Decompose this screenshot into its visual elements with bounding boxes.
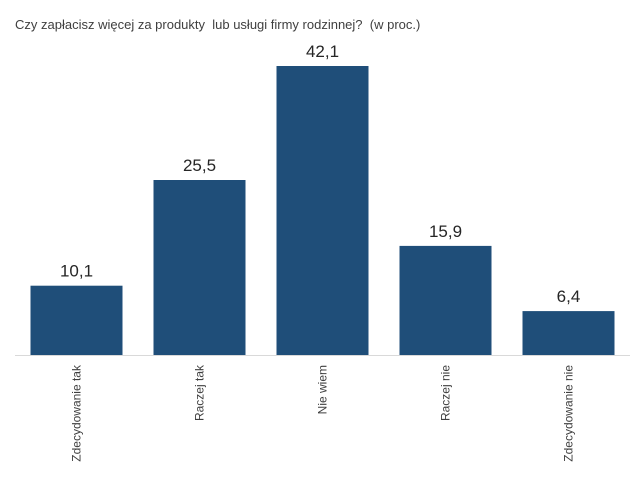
data-label-2: 42,1 [306,42,339,61]
data-label-4: 6,4 [557,287,581,306]
category-label-0: Zdecydowanie tak [70,364,84,462]
category-label-3: Raczej nie [439,365,453,421]
bar-0 [30,285,123,355]
data-label-3: 15,9 [429,222,462,241]
category-label-4: Zdecydowanie nie [562,365,576,462]
category-label-2: Nie wiem [316,365,330,414]
chart-title: Czy zapłacisz więcej za produkty lub usł… [15,17,421,32]
bar-1 [153,180,246,355]
bar-3 [399,245,492,355]
bar-2 [276,66,369,355]
data-label-0: 10,1 [60,262,93,281]
data-label-1: 25,5 [183,156,216,175]
bar-4 [522,311,615,355]
category-label-1: Raczej tak [193,364,207,421]
